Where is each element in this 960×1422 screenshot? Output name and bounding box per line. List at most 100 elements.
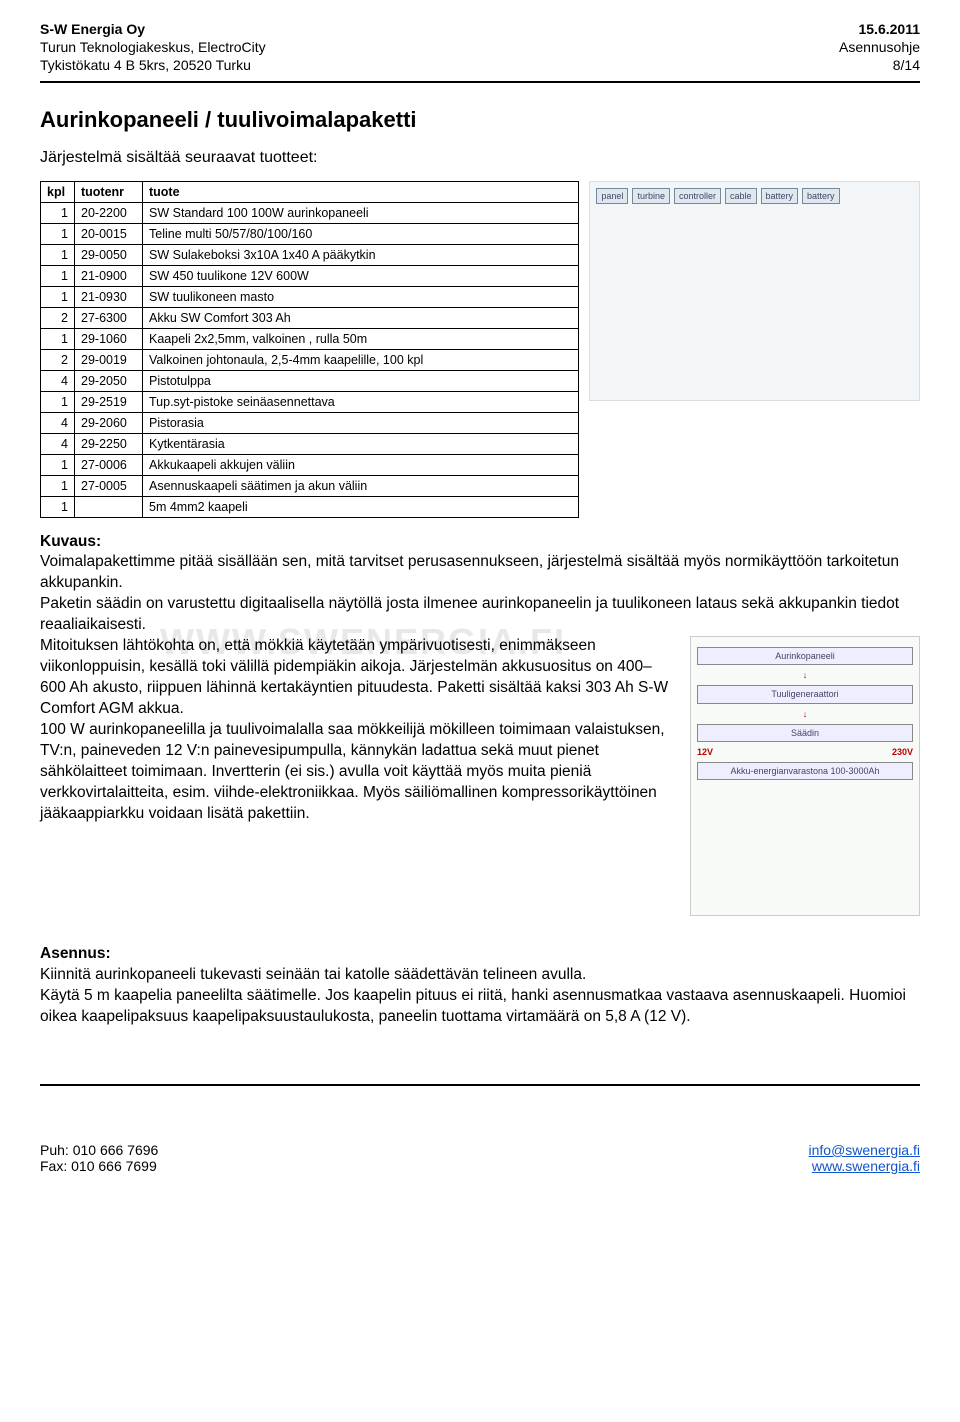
table-row: 429-2050Pistotulppa — [41, 370, 579, 391]
table-row: 229-0019Valkoinen johtonaula, 2,5-4mm ka… — [41, 349, 579, 370]
cell-tuotenr: 27-6300 — [75, 307, 143, 328]
table-row: 429-2250Kytkentärasia — [41, 433, 579, 454]
cell-tuotenr: 29-2060 — [75, 412, 143, 433]
diag-panel: Aurinkopaneeli — [697, 647, 913, 665]
cell-tuotenr: 29-1060 — [75, 328, 143, 349]
table-row: 227-6300Akku SW Comfort 303 Ah — [41, 307, 579, 328]
kuvaus-label: Kuvaus: — [40, 532, 920, 553]
header-divider — [40, 81, 920, 83]
cell-tuotenr: 29-0019 — [75, 349, 143, 370]
cell-tuotenr: 21-0930 — [75, 286, 143, 307]
description-section: Kuvaus: Voimalapakettimme pitää sisällää… — [40, 532, 920, 917]
cell-tuote: Akkukaapeli akkujen väliin — [143, 454, 579, 475]
diag-gen: Tuuligeneraattori — [697, 685, 913, 703]
footer-phone: Puh: 010 666 7696 — [40, 1142, 158, 1158]
diag-12v: 12V — [697, 746, 713, 758]
table-row: 129-0050SW Sulakeboksi 3x10A 1x40 A pääk… — [41, 244, 579, 265]
cell-tuotenr — [75, 496, 143, 517]
header-left: S-W Energia Oy Turun Teknologiakeskus, E… — [40, 20, 266, 75]
company-addr2: Tykistökatu 4 B 5krs, 20520 Turku — [40, 56, 266, 74]
install-section: Asennus: Kiinnitä aurinkopaneeli tukevas… — [40, 944, 920, 1028]
company-addr1: Turun Teknologiakeskus, ElectroCity — [40, 38, 266, 56]
footer-mail-link[interactable]: info@swenergia.fi — [809, 1142, 921, 1158]
cell-tuotenr: 29-2250 — [75, 433, 143, 454]
intro-text: Järjestelmä sisältää seuraavat tuotteet: — [40, 149, 920, 167]
kuvaus-p2: Paketin säädin on varustettu digitaalise… — [40, 594, 920, 636]
cell-tuotenr: 27-0006 — [75, 454, 143, 475]
page-footer: Puh: 010 666 7696 Fax: 010 666 7699 info… — [40, 1142, 920, 1174]
table-row: 1 5m 4mm2 kaapeli — [41, 496, 579, 517]
cell-tuotenr: 29-2050 — [75, 370, 143, 391]
cell-tuote: Teline multi 50/57/80/100/160 — [143, 223, 579, 244]
table-header-row: kpl tuotenr tuote — [41, 181, 579, 202]
footer-right: info@swenergia.fi www.swenergia.fi — [809, 1142, 921, 1174]
page-title: Aurinkopaneeli / tuulivoimalapaketti — [40, 107, 920, 133]
cell-kpl: 1 — [41, 475, 75, 496]
table-and-image: kpl tuotenr tuote 120-2200SW Standard 10… — [40, 181, 920, 518]
cell-kpl: 1 — [41, 244, 75, 265]
kuvaus-p3: Mitoituksen lähtökohta on, että mökkiä k… — [40, 636, 678, 720]
cell-tuotenr: 29-2519 — [75, 391, 143, 412]
asennus-p1: Kiinnitä aurinkopaneeli tukevasti seinää… — [40, 965, 920, 986]
cell-kpl: 1 — [41, 202, 75, 223]
cell-kpl: 4 — [41, 412, 75, 433]
cell-kpl: 2 — [41, 307, 75, 328]
cell-tuote: Akku SW Comfort 303 Ah — [143, 307, 579, 328]
cell-tuotenr: 20-2200 — [75, 202, 143, 223]
col-tuotenr: tuotenr — [75, 181, 143, 202]
cell-tuote: SW Standard 100 100W aurinkopaneeli — [143, 202, 579, 223]
footer-divider — [40, 1084, 920, 1086]
product-image-area: panel turbine controller cable battery b… — [589, 181, 920, 518]
table-row: 429-2060Pistorasia — [41, 412, 579, 433]
cell-tuote: SW Sulakeboksi 3x10A 1x40 A pääkytkin — [143, 244, 579, 265]
cell-kpl: 1 — [41, 286, 75, 307]
col-kpl: kpl — [41, 181, 75, 202]
doc-date: 15.6.2011 — [839, 20, 920, 38]
table-row: 129-1060Kaapeli 2x2,5mm, valkoinen , rul… — [41, 328, 579, 349]
cell-tuote: Pistotulppa — [143, 370, 579, 391]
table-row: 120-0015Teline multi 50/57/80/100/160 — [41, 223, 579, 244]
header-right: 15.6.2011 Asennusohje 8/14 — [839, 20, 920, 75]
cell-tuote: Valkoinen johtonaula, 2,5-4mm kaapelille… — [143, 349, 579, 370]
asennus-label: Asennus: — [40, 944, 920, 965]
diag-ctrl: Säädin — [697, 724, 913, 742]
cell-kpl: 1 — [41, 454, 75, 475]
cell-kpl: 4 — [41, 370, 75, 391]
col-tuote: tuote — [143, 181, 579, 202]
page-number: 8/14 — [839, 56, 920, 74]
cell-kpl: 1 — [41, 223, 75, 244]
table-row: 127-0006Akkukaapeli akkujen väliin — [41, 454, 579, 475]
parts-table: kpl tuotenr tuote 120-2200SW Standard 10… — [40, 181, 579, 518]
cell-tuote: Kaapeli 2x2,5mm, valkoinen , rulla 50m — [143, 328, 579, 349]
cell-tuote: Tup.syt-pistoke seinäasennettava — [143, 391, 579, 412]
company-name: S-W Energia Oy — [40, 20, 266, 38]
asennus-p2: Käytä 5 m kaapelia paneelilta säätimelle… — [40, 986, 920, 1028]
cell-kpl: 1 — [41, 328, 75, 349]
diag-batt: Akku-energianvarastona 100-3000Ah — [697, 762, 913, 780]
system-diagram: Aurinkopaneeli ↓ Tuuligeneraattori ↓ Sää… — [690, 636, 920, 916]
table-row: 129-2519Tup.syt-pistoke seinäasennettava — [41, 391, 579, 412]
table-row: 121-0930SW tuulikoneen masto — [41, 286, 579, 307]
cell-tuote: Pistorasia — [143, 412, 579, 433]
cell-tuote: Asennuskaapeli säätimen ja akun väliin — [143, 475, 579, 496]
cell-tuote: 5m 4mm2 kaapeli — [143, 496, 579, 517]
cell-tuote: SW 450 tuulikone 12V 600W — [143, 265, 579, 286]
page-header: S-W Energia Oy Turun Teknologiakeskus, E… — [40, 20, 920, 75]
cell-kpl: 2 — [41, 349, 75, 370]
footer-left: Puh: 010 666 7696 Fax: 010 666 7699 — [40, 1142, 158, 1174]
footer-fax: Fax: 010 666 7699 — [40, 1158, 158, 1174]
table-row: 127-0005Asennuskaapeli säätimen ja akun … — [41, 475, 579, 496]
product-photo: panel turbine controller cable battery b… — [589, 181, 920, 401]
footer-web-link[interactable]: www.swenergia.fi — [812, 1158, 920, 1174]
table-row: 120-2200SW Standard 100 100W aurinkopane… — [41, 202, 579, 223]
doc-type: Asennusohje — [839, 38, 920, 56]
cell-kpl: 4 — [41, 433, 75, 454]
cell-tuotenr: 27-0005 — [75, 475, 143, 496]
cell-tuotenr: 29-0050 — [75, 244, 143, 265]
cell-tuote: SW tuulikoneen masto — [143, 286, 579, 307]
diag-230v: 230V — [892, 746, 913, 758]
cell-tuotenr: 21-0900 — [75, 265, 143, 286]
cell-kpl: 1 — [41, 496, 75, 517]
cell-kpl: 1 — [41, 391, 75, 412]
cell-tuote: Kytkentärasia — [143, 433, 579, 454]
